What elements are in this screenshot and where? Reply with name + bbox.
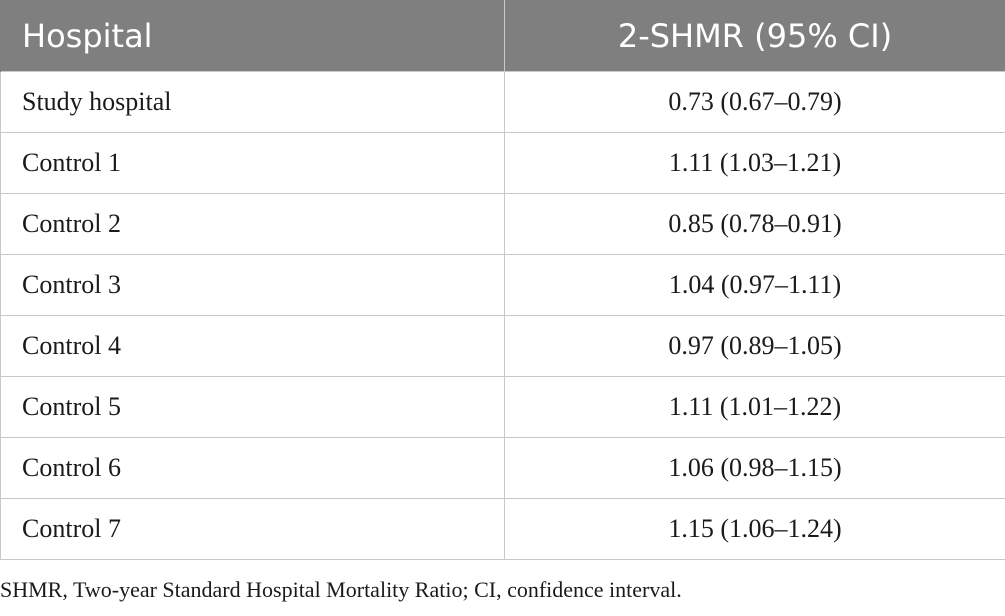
table-row: Control 3 1.04 (0.97–1.11) bbox=[0, 254, 1005, 316]
shmr-cell: 1.11 (1.03–1.21) bbox=[504, 132, 1005, 194]
shmr-cell: 1.06 (0.98–1.15) bbox=[504, 437, 1005, 499]
shmr-cell: 1.15 (1.06–1.24) bbox=[504, 498, 1005, 560]
column-header-hospital: Hospital bbox=[0, 0, 505, 72]
column-header-shmr: 2-SHMR (95% CI) bbox=[504, 0, 1005, 72]
shmr-cell: 0.85 (0.78–0.91) bbox=[504, 193, 1005, 255]
shmr-cell: 1.04 (0.97–1.11) bbox=[504, 254, 1005, 316]
table-row: Control 4 0.97 (0.89–1.05) bbox=[0, 315, 1005, 377]
hospital-cell: Control 7 bbox=[0, 498, 505, 560]
shmr-cell: 1.11 (1.01–1.22) bbox=[504, 376, 1005, 438]
table-body: Study hospital 0.73 (0.67–0.79) Control … bbox=[0, 71, 1005, 560]
table-row: Control 2 0.85 (0.78–0.91) bbox=[0, 193, 1005, 255]
shmr-cell: 0.73 (0.67–0.79) bbox=[504, 71, 1005, 133]
table-row: Control 6 1.06 (0.98–1.15) bbox=[0, 437, 1005, 499]
table-header: Hospital 2-SHMR (95% CI) bbox=[0, 0, 1005, 72]
hospital-cell: Control 4 bbox=[0, 315, 505, 377]
mortality-ratio-table-container: Hospital 2-SHMR (95% CI) Study hospital … bbox=[0, 0, 1005, 560]
table-row: Control 1 1.11 (1.03–1.21) bbox=[0, 132, 1005, 194]
table-footnote: SHMR, Two-year Standard Hospital Mortali… bbox=[0, 577, 682, 602]
hospital-cell: Control 6 bbox=[0, 437, 505, 499]
hospital-cell: Control 5 bbox=[0, 376, 505, 438]
hospital-cell: Control 2 bbox=[0, 193, 505, 255]
table-row: Control 5 1.11 (1.01–1.22) bbox=[0, 376, 1005, 438]
hospital-cell: Control 3 bbox=[0, 254, 505, 316]
header-row: Hospital 2-SHMR (95% CI) bbox=[0, 0, 1005, 72]
table-row: Study hospital 0.73 (0.67–0.79) bbox=[0, 71, 1005, 133]
shmr-cell: 0.97 (0.89–1.05) bbox=[504, 315, 1005, 377]
table-row: Control 7 1.15 (1.06–1.24) bbox=[0, 498, 1005, 560]
hospital-cell: Study hospital bbox=[0, 71, 505, 133]
mortality-ratio-table: Hospital 2-SHMR (95% CI) Study hospital … bbox=[0, 0, 1005, 560]
hospital-cell: Control 1 bbox=[0, 132, 505, 194]
